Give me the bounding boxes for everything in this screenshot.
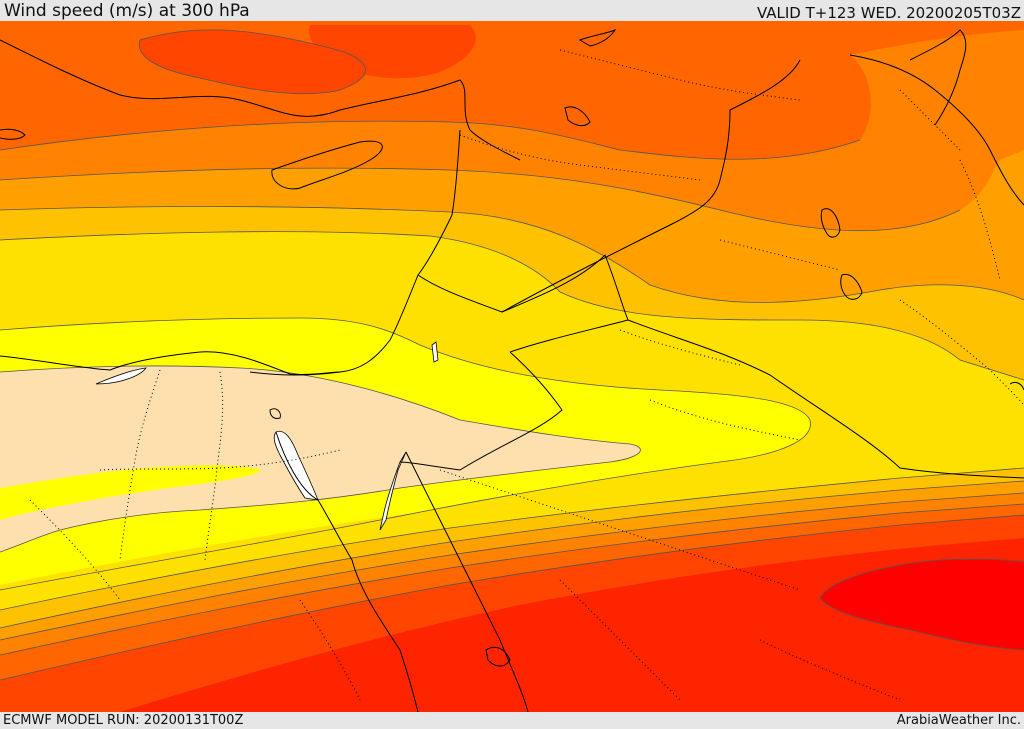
nile-delta-water: [95, 367, 147, 385]
credit: ArabiaWeather Inc.: [896, 713, 1021, 728]
band-2-tongue: [0, 465, 262, 520]
admin-boundaries: [29, 49, 1024, 701]
band-10-core: [820, 559, 1024, 650]
header-bar: Wind speed (m/s) at 300 hPa VALID T+123 …: [0, 0, 1024, 21]
footer-bar: ECMWF MODEL RUN: 20200131T00Z ArabiaWeat…: [0, 712, 1024, 729]
map-canvas: [0, 21, 1024, 712]
map-title: Wind speed (m/s) at 300 hPa: [4, 1, 250, 21]
band-9-south: [120, 538, 1024, 712]
coastlines: [0, 28, 1024, 712]
model-run: ECMWF MODEL RUN: 20200131T00Z: [3, 713, 244, 728]
valid-time: VALID T+123 WED. 20200205T03Z: [756, 4, 1021, 22]
wind-speed-map: [0, 21, 1024, 712]
band-1-area: [0, 365, 641, 552]
gulf-of-aqaba-water: [379, 451, 407, 531]
dead-sea-water: [431, 341, 439, 363]
contour-lines: [0, 29, 1024, 681]
band-8-north-cell: [139, 29, 366, 94]
gulf-of-suez-water: [273, 430, 319, 501]
band-8-north-cell-2: [309, 25, 476, 79]
